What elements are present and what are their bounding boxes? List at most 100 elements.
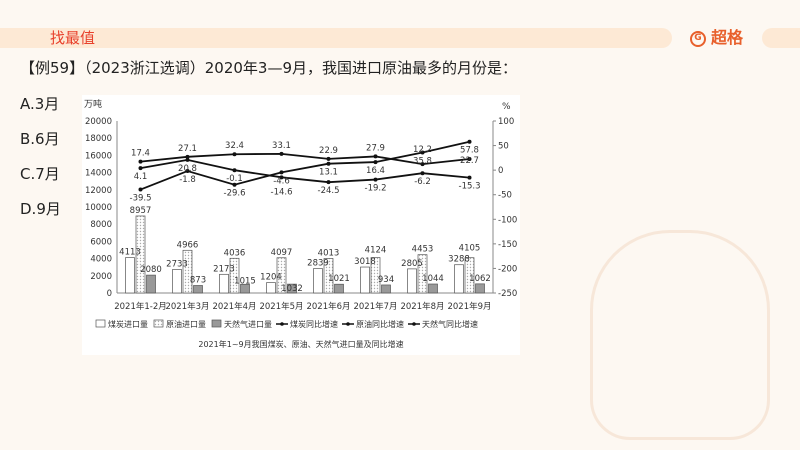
line-point — [420, 162, 425, 167]
bar-2 — [193, 285, 203, 294]
bar-1 — [323, 258, 334, 294]
left-tick-label: 6000 — [90, 237, 112, 247]
bar-0 — [266, 282, 276, 294]
legend-label: 煤炭进口量 — [108, 319, 148, 329]
category-label: 2021年1-2月 — [114, 301, 167, 312]
bar-value-label: 2839 — [307, 259, 329, 269]
line-point — [279, 170, 284, 175]
option-c[interactable]: C.7月 — [20, 165, 60, 183]
line-value-label: -39.5 — [130, 194, 152, 204]
right-tick-label: 0 — [498, 166, 503, 176]
line-point — [467, 156, 472, 161]
line-point — [326, 161, 331, 166]
bar-1 — [370, 257, 381, 294]
bar-value-label: 3018 — [354, 257, 376, 267]
line-point — [138, 166, 143, 171]
line-value-label: 35.8 — [413, 157, 432, 167]
line-value-label: 17.4 — [131, 149, 150, 159]
category-label: 2021年3月 — [165, 301, 209, 312]
line-series-1 — [140, 159, 470, 184]
line-series-2 — [140, 152, 470, 166]
line-point — [185, 157, 190, 162]
line-point — [373, 160, 378, 165]
bar-value-label: 1204 — [260, 273, 282, 283]
line-value-label: -0.1 — [226, 174, 243, 184]
option-d[interactable]: D.9月 — [20, 200, 61, 218]
bar-1 — [229, 257, 240, 294]
question-text: 【例59】（2023浙江选调）2020年3—9月，我国进口原油最多的月份是： — [20, 59, 518, 77]
legend-label: 煤炭同比增速 — [290, 319, 338, 329]
line-point — [138, 159, 143, 164]
line-point — [373, 177, 378, 182]
line-point — [185, 154, 190, 159]
bar-value-label: 2173 — [213, 264, 235, 274]
bar-value-label: 1021 — [328, 274, 350, 284]
line-point — [420, 150, 425, 155]
line-value-label: -24.5 — [318, 186, 340, 196]
bar-value-label: 4113 — [119, 248, 141, 258]
bar-0 — [454, 264, 464, 294]
legend-label: 天然气进口量 — [224, 319, 272, 329]
left-tick-label: 4000 — [90, 255, 112, 265]
brand-name: 超格 — [711, 28, 744, 47]
bar-value-label: 4124 — [365, 246, 387, 256]
bar-value-label: 4453 — [412, 245, 434, 255]
line-point — [232, 168, 237, 173]
line-value-label: 22.7 — [460, 156, 479, 166]
left-tick-label: 10000 — [85, 203, 112, 213]
line-value-label: -6.2 — [414, 177, 431, 187]
bar-2 — [146, 274, 156, 294]
right-tick-label: -50 — [498, 191, 512, 201]
bar-2 — [381, 284, 391, 294]
category-label: 2021年9月 — [447, 301, 491, 312]
bar-2 — [475, 283, 485, 294]
option-a[interactable]: A.3月 — [20, 95, 60, 113]
chart-svg: 万吨 % 0 2000 4000 6000 8000 10000 12000 14000 16000… — [84, 98, 517, 349]
left-tick-label: 2000 — [90, 272, 112, 282]
line-value-label: 57.8 — [460, 146, 479, 156]
line-value-label: 32.4 — [225, 141, 244, 151]
bar-value-label: 2805 — [401, 259, 423, 269]
bar-value-label: 2733 — [166, 259, 188, 269]
line-point — [326, 156, 331, 161]
brand-logo: G 超格 — [690, 27, 743, 49]
bar-2 — [428, 283, 438, 294]
left-tick-label: 12000 — [85, 186, 112, 196]
left-tick-label: 20000 — [85, 117, 112, 127]
bar-1 — [135, 215, 146, 294]
chart-title: 2021年1~9月我国煤炭、原油、天然气进口量及同比增速 — [198, 339, 403, 349]
left-tick-label: 16000 — [85, 151, 112, 161]
mascot-watermark — [590, 230, 770, 440]
category-label: 2021年5月 — [259, 301, 303, 312]
legend-label: 原油进口量 — [166, 319, 206, 329]
legend-marker — [412, 322, 416, 326]
chart: 万吨% 0 2000 4000 6000 8000 10000 12000 14000 16000… — [82, 95, 520, 355]
line-point — [185, 169, 190, 174]
bar-value-label: 2080 — [140, 265, 162, 275]
right-axis-label: % — [502, 102, 511, 112]
line-value-label: -29.6 — [224, 189, 246, 199]
option-b[interactable]: B.6月 — [20, 130, 60, 148]
line-point — [279, 151, 284, 156]
line-series-0 — [140, 140, 470, 191]
line-value-label: 13.1 — [319, 168, 338, 178]
line-point — [232, 182, 237, 187]
line-point — [232, 152, 237, 157]
bar-value-label: 4105 — [459, 244, 481, 254]
legend-marker — [280, 322, 284, 326]
line-value-label: 16.4 — [366, 166, 385, 176]
bar-1 — [182, 249, 193, 294]
bar-value-label: 3288 — [448, 255, 470, 265]
legend-marker — [346, 322, 350, 326]
legend-swatch — [153, 319, 164, 328]
bar-value-label: 4013 — [318, 248, 340, 258]
bar-0 — [172, 269, 182, 294]
line-point — [138, 187, 143, 192]
logo-icon: G — [690, 30, 706, 47]
line-value-label: 27.1 — [178, 144, 197, 154]
bar-0 — [313, 268, 323, 294]
line-value-label: -4.6 — [273, 176, 290, 186]
bar-0 — [407, 268, 417, 294]
line-point — [467, 175, 472, 180]
category-label: 2021年6月 — [306, 301, 350, 312]
